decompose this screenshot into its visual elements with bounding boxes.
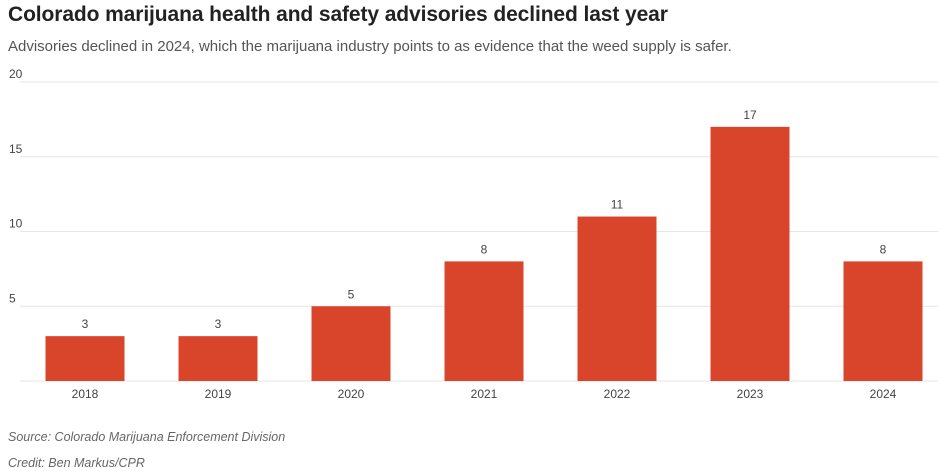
bar-2023 <box>710 126 790 381</box>
bar-2024 <box>843 261 923 381</box>
data-label-2023: 17 <box>743 108 757 122</box>
data-label-2021: 8 <box>481 242 488 256</box>
chart-title: Colorado marijuana health and safety adv… <box>8 3 668 26</box>
x-tick-label-2023: 2023 <box>737 387 764 401</box>
y-tick-label: 15 <box>9 142 23 156</box>
x-tick-label-2021: 2021 <box>471 387 498 401</box>
x-tick-label-2019: 2019 <box>205 387 232 401</box>
x-tick-label-2024: 2024 <box>870 387 897 401</box>
y-tick-label: 20 <box>9 67 23 81</box>
bar-2021 <box>444 261 524 381</box>
x-tick-label-2022: 2022 <box>604 387 631 401</box>
data-label-2020: 5 <box>348 287 355 301</box>
y-tick-label: 10 <box>9 217 23 231</box>
source-note: Source: Colorado Marijuana Enforcement D… <box>8 430 286 444</box>
bar-2019 <box>178 336 258 381</box>
x-tick-label-2020: 2020 <box>338 387 365 401</box>
bar-2022 <box>577 216 657 381</box>
y-tick-label: 5 <box>9 291 16 305</box>
bar-2020 <box>311 306 391 381</box>
x-tick-label-2018: 2018 <box>72 387 99 401</box>
chart-subtitle: Advisories declined in 2024, which the m… <box>8 38 732 55</box>
data-label-2024: 8 <box>880 242 887 256</box>
data-label-2019: 3 <box>215 317 222 331</box>
data-label-2018: 3 <box>82 317 89 331</box>
credit-note: Credit: Ben Markus/CPR <box>8 456 145 470</box>
bar-2018 <box>45 336 125 381</box>
data-label-2022: 11 <box>611 198 624 212</box>
